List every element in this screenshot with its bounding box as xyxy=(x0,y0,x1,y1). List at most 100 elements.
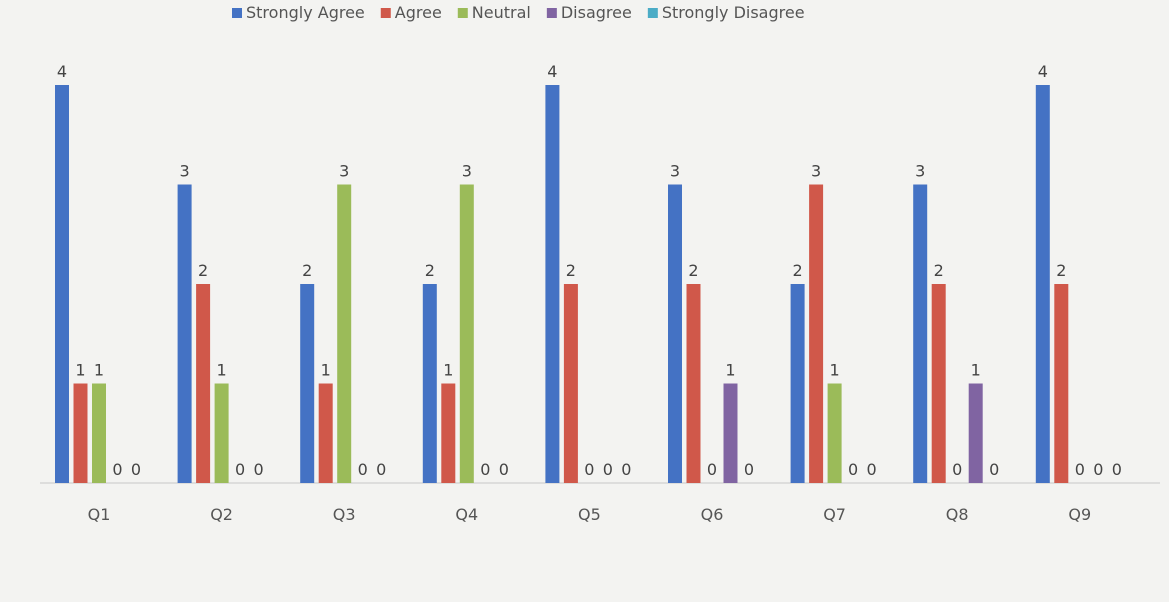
data-label-q9-agree: 2 xyxy=(1056,261,1066,280)
legend-label: Strongly Disagree xyxy=(662,3,805,22)
bar-q9-agree xyxy=(1054,284,1069,483)
x-tick-label-q8: Q8 xyxy=(946,505,969,524)
data-label-q2-neutral: 1 xyxy=(217,361,227,380)
data-label-q1-strongly-disagree: 0 xyxy=(131,460,141,479)
data-label-q5-strongly-agree: 4 xyxy=(547,62,557,81)
data-label-q4-disagree: 0 xyxy=(480,460,490,479)
legend-item-agree: Agree xyxy=(380,3,442,22)
data-label-q7-disagree: 0 xyxy=(848,460,858,479)
data-label-q9-disagree: 0 xyxy=(1093,460,1103,479)
bar-q8-agree xyxy=(931,284,946,483)
bar-q9-strongly-agree xyxy=(1035,85,1050,483)
data-label-q2-strongly-disagree: 0 xyxy=(254,460,264,479)
data-label-q4-neutral: 3 xyxy=(462,162,472,181)
bar-q6-strongly-agree xyxy=(668,184,682,483)
bar-q2-strongly-agree xyxy=(177,184,192,483)
data-label-q1-neutral: 1 xyxy=(94,361,104,380)
data-label-q1-disagree: 0 xyxy=(112,460,122,479)
legend-item-strongly-agree: Strongly Agree xyxy=(232,3,365,22)
bar-q7-agree xyxy=(809,184,824,483)
data-label-q2-agree: 2 xyxy=(198,261,208,280)
legend: Strongly Agree Agree Neutral Disagree Strong… xyxy=(232,3,805,22)
bar-q5-strongly-agree xyxy=(545,85,560,483)
data-label-q5-agree: 2 xyxy=(566,261,576,280)
legend-label: Agree xyxy=(395,3,442,22)
data-label-q1-agree: 1 xyxy=(75,361,85,380)
x-tick-label-q7: Q7 xyxy=(823,505,846,524)
legend-label: Disagree xyxy=(561,3,632,22)
data-label-q5-disagree: 0 xyxy=(603,460,613,479)
data-label-q1-strongly-agree: 4 xyxy=(57,62,67,81)
data-label-q9-neutral: 0 xyxy=(1075,460,1085,479)
legend-swatch xyxy=(457,8,468,18)
data-label-q6-strongly-agree: 3 xyxy=(670,162,680,181)
data-label-q5-strongly-disagree: 0 xyxy=(621,460,631,479)
x-tick-labels: Q1 Q2 Q3 Q4 Q5 Q6 Q7 Q8 Q9 xyxy=(88,505,1092,524)
legend-item-neutral: Neutral xyxy=(457,3,531,22)
bar-q3-strongly-agree xyxy=(300,284,315,483)
data-label-q2-disagree: 0 xyxy=(235,460,245,479)
bar-q2-neutral xyxy=(214,383,229,483)
data-label-q4-strongly-disagree: 0 xyxy=(499,460,509,479)
data-label-q8-agree: 2 xyxy=(934,261,944,280)
data-label-q8-strongly-agree: 3 xyxy=(915,162,925,181)
bar-q4-strongly-agree xyxy=(422,284,437,483)
data-label-q9-strongly-agree: 4 xyxy=(1038,62,1048,81)
data-label-q8-strongly-disagree: 0 xyxy=(989,460,999,479)
bar-q7-neutral xyxy=(827,383,842,483)
bar-q5-agree xyxy=(563,284,578,483)
data-label-q6-agree: 2 xyxy=(688,261,698,280)
bar-q8-disagree xyxy=(968,383,983,483)
data-label-q7-strongly-agree: 2 xyxy=(793,261,803,280)
x-tick-label-q5: Q5 xyxy=(578,505,601,524)
data-label-q3-disagree: 0 xyxy=(358,460,368,479)
data-label-q3-agree: 1 xyxy=(321,361,331,380)
data-label-q7-strongly-disagree: 0 xyxy=(867,460,877,479)
data-label-q6-strongly-disagree: 0 xyxy=(744,460,754,479)
legend-item-disagree: Disagree xyxy=(546,3,632,22)
bar-q4-neutral xyxy=(459,184,474,483)
data-label-q7-agree: 3 xyxy=(811,162,821,181)
legend-swatch xyxy=(546,8,557,18)
x-tick-label-q2: Q2 xyxy=(210,505,233,524)
data-label-q4-strongly-agree: 2 xyxy=(425,261,435,280)
bar-q4-agree xyxy=(441,383,456,483)
data-label-q9-strongly-disagree: 0 xyxy=(1112,460,1122,479)
data-label-q3-strongly-agree: 2 xyxy=(302,261,312,280)
bar-q3-neutral xyxy=(337,184,352,483)
bars-layer xyxy=(55,85,1069,483)
data-label-q5-neutral: 0 xyxy=(584,460,594,479)
bar-q7-strongly-agree xyxy=(790,284,805,483)
legend-label: Neutral xyxy=(472,3,531,22)
legend-swatch xyxy=(232,8,242,18)
bar-q6-agree xyxy=(686,284,701,483)
data-label-q6-disagree: 1 xyxy=(725,361,735,380)
legend-swatch xyxy=(647,8,658,18)
x-tick-label-q6: Q6 xyxy=(701,505,724,524)
data-label-q3-neutral: 3 xyxy=(339,162,349,181)
data-label-q2-strongly-agree: 3 xyxy=(180,162,190,181)
legend-label: Strongly Agree xyxy=(246,3,365,22)
bar-q6-disagree xyxy=(723,383,738,483)
legend-item-strongly-disagree: Strongly Disagree xyxy=(647,3,805,22)
x-tick-label-q3: Q3 xyxy=(333,505,356,524)
x-tick-label-q9: Q9 xyxy=(1068,505,1091,524)
data-label-q8-neutral: 0 xyxy=(952,460,962,479)
data-label-q4-agree: 1 xyxy=(443,361,453,380)
data-label-q8-disagree: 1 xyxy=(971,361,981,380)
data-label-q6-neutral: 0 xyxy=(707,460,717,479)
bar-q1-strongly-agree xyxy=(55,85,69,483)
x-tick-label-q4: Q4 xyxy=(455,505,478,524)
bar-q8-strongly-agree xyxy=(913,184,928,483)
legend-swatch xyxy=(380,8,391,18)
bar-q2-agree xyxy=(196,284,211,483)
data-label-q3-strongly-disagree: 0 xyxy=(376,460,386,479)
x-tick-label-q1: Q1 xyxy=(88,505,111,524)
bar-q1-agree xyxy=(73,383,88,483)
bar-q1-neutral xyxy=(92,383,106,483)
bar-q3-agree xyxy=(318,383,333,483)
data-label-q7-neutral: 1 xyxy=(830,361,840,380)
